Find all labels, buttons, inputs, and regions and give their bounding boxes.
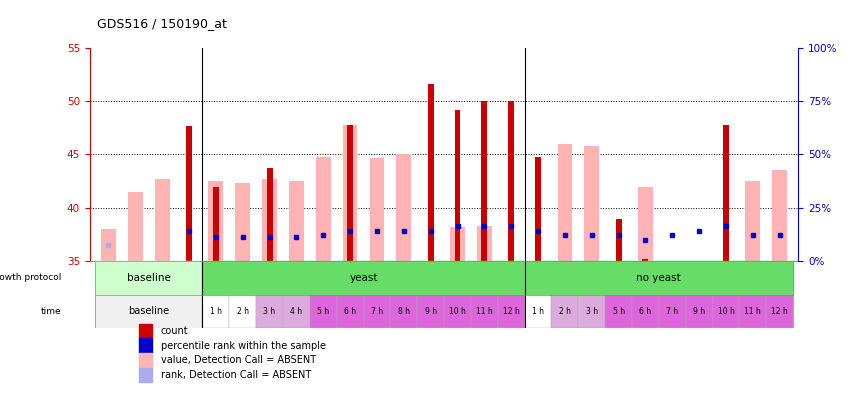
Text: 1 h: 1 h bbox=[531, 307, 543, 316]
Bar bbox=[583, 146, 599, 261]
Bar bbox=[771, 170, 786, 261]
Bar bbox=[524, 295, 551, 328]
Bar bbox=[477, 226, 491, 261]
Text: baseline: baseline bbox=[126, 273, 171, 283]
Bar bbox=[427, 84, 433, 261]
Text: count: count bbox=[160, 326, 188, 336]
Text: baseline: baseline bbox=[128, 306, 169, 316]
Text: 9 h: 9 h bbox=[693, 307, 705, 316]
Bar bbox=[369, 158, 384, 261]
Bar bbox=[282, 295, 310, 328]
Bar bbox=[615, 219, 621, 261]
Text: percentile rank within the sample: percentile rank within the sample bbox=[160, 341, 325, 351]
Bar bbox=[417, 295, 444, 328]
Text: 3 h: 3 h bbox=[585, 307, 597, 316]
Text: value, Detection Call = ABSENT: value, Detection Call = ABSENT bbox=[160, 355, 316, 365]
Bar bbox=[212, 187, 218, 261]
Text: 6 h: 6 h bbox=[639, 307, 651, 316]
Text: 12 h: 12 h bbox=[770, 307, 787, 316]
Bar bbox=[685, 295, 711, 328]
Bar bbox=[470, 295, 497, 328]
Bar bbox=[524, 261, 792, 295]
Bar bbox=[342, 124, 357, 261]
Bar bbox=[347, 124, 352, 261]
Bar bbox=[444, 295, 470, 328]
Bar bbox=[551, 295, 577, 328]
Bar bbox=[208, 181, 223, 261]
Text: 11 h: 11 h bbox=[475, 307, 492, 316]
Text: 4 h: 4 h bbox=[290, 307, 302, 316]
Bar bbox=[202, 261, 524, 295]
Bar bbox=[235, 183, 250, 261]
Text: 11 h: 11 h bbox=[744, 307, 760, 316]
Text: GDS516 / 150190_at: GDS516 / 150190_at bbox=[96, 17, 226, 30]
Bar bbox=[95, 295, 202, 328]
Bar bbox=[454, 110, 460, 261]
Bar bbox=[266, 168, 272, 261]
Text: 10 h: 10 h bbox=[449, 307, 466, 316]
Text: growth protocol: growth protocol bbox=[0, 274, 61, 282]
Bar bbox=[739, 295, 765, 328]
Text: 2 h: 2 h bbox=[558, 307, 571, 316]
Bar bbox=[659, 295, 685, 328]
Bar bbox=[641, 259, 647, 261]
Bar bbox=[637, 187, 652, 261]
Bar bbox=[745, 181, 759, 261]
Bar bbox=[577, 295, 605, 328]
Bar bbox=[605, 295, 631, 328]
Bar bbox=[396, 154, 410, 261]
Bar bbox=[363, 295, 390, 328]
Bar bbox=[256, 295, 282, 328]
Text: 1 h: 1 h bbox=[210, 307, 222, 316]
Text: 12 h: 12 h bbox=[502, 307, 519, 316]
Text: 5 h: 5 h bbox=[316, 307, 329, 316]
Bar bbox=[288, 181, 304, 261]
Text: 6 h: 6 h bbox=[344, 307, 356, 316]
Bar bbox=[722, 124, 728, 261]
Bar bbox=[535, 156, 540, 261]
Text: rank, Detection Call = ABSENT: rank, Detection Call = ABSENT bbox=[160, 370, 310, 380]
Bar bbox=[139, 324, 152, 338]
Bar bbox=[101, 229, 116, 261]
Bar bbox=[186, 126, 192, 261]
Bar bbox=[481, 101, 487, 261]
Bar bbox=[336, 295, 363, 328]
Bar bbox=[262, 179, 276, 261]
Text: yeast: yeast bbox=[349, 273, 377, 283]
Bar bbox=[128, 192, 142, 261]
Text: 7 h: 7 h bbox=[370, 307, 383, 316]
Bar bbox=[154, 179, 170, 261]
Bar bbox=[202, 295, 229, 328]
Bar bbox=[95, 261, 202, 295]
Bar bbox=[450, 227, 464, 261]
Bar bbox=[310, 295, 336, 328]
Text: 9 h: 9 h bbox=[424, 307, 436, 316]
Bar bbox=[229, 295, 256, 328]
Text: 8 h: 8 h bbox=[397, 307, 409, 316]
Bar bbox=[139, 353, 152, 367]
Text: 5 h: 5 h bbox=[612, 307, 624, 316]
Text: 2 h: 2 h bbox=[236, 307, 248, 316]
Bar bbox=[711, 295, 739, 328]
Bar bbox=[316, 156, 330, 261]
Text: 10 h: 10 h bbox=[717, 307, 734, 316]
Bar bbox=[557, 144, 572, 261]
Text: no yeast: no yeast bbox=[635, 273, 681, 283]
Bar bbox=[508, 101, 514, 261]
Text: 7 h: 7 h bbox=[665, 307, 677, 316]
Bar bbox=[390, 295, 417, 328]
Text: time: time bbox=[41, 307, 61, 316]
Bar bbox=[497, 295, 524, 328]
Bar bbox=[631, 295, 659, 328]
Bar bbox=[139, 338, 152, 353]
Text: 3 h: 3 h bbox=[264, 307, 276, 316]
Bar bbox=[765, 295, 792, 328]
Bar bbox=[139, 367, 152, 382]
